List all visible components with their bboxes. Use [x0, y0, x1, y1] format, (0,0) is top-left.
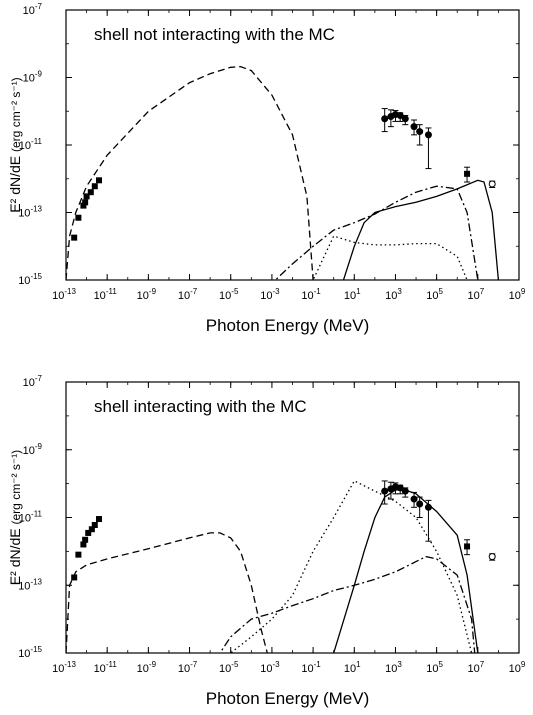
- x-axis-label: Photon Energy (MeV): [206, 689, 369, 708]
- data-point-circle: [381, 487, 389, 495]
- x-tick-label: 10-1: [301, 287, 321, 302]
- data-point-square: [95, 516, 102, 523]
- data-point-open-circle: [488, 180, 496, 188]
- chart-panel-2: 10-13 10-11 10-9 10-7 10-5 10-3 10-1 101 103 105 1…: [7, 374, 526, 708]
- x-tick-label: 10-3: [260, 287, 280, 302]
- y-tick-label: 10-7: [23, 374, 43, 389]
- data-point-circle: [416, 500, 424, 508]
- data-point-square: [83, 193, 90, 200]
- panel-title: shell not interacting with the MC: [94, 25, 335, 44]
- x-tick-label: 107: [467, 660, 484, 675]
- x-tick-label: 10-1: [301, 660, 321, 675]
- data-point-circle: [410, 123, 418, 131]
- x-tick-label: 107: [467, 287, 484, 302]
- data-point-square: [80, 202, 87, 209]
- x-tick-label: 10-3: [260, 660, 280, 675]
- series-dashed-curve: [66, 65, 314, 280]
- x-tick-label: 10-13: [52, 660, 76, 675]
- series-dashed-curve: [66, 532, 268, 653]
- x-tick-label: 103: [385, 660, 402, 675]
- data-point-square: [85, 529, 92, 536]
- data-point-open-circle: [488, 553, 496, 561]
- data-point-square: [80, 541, 87, 548]
- series-dashdot-curve: [219, 555, 476, 653]
- x-tick-label: 105: [426, 287, 443, 302]
- x-tick-label: 10-5: [219, 287, 239, 302]
- data-point-square: [82, 199, 89, 206]
- series-dotted-curve: [229, 480, 473, 653]
- data-point-circle: [424, 503, 432, 511]
- data-point-square: [91, 522, 98, 529]
- y-tick-label: 10-15: [18, 645, 42, 660]
- x-tick-label: 109: [509, 287, 526, 302]
- y-tick-label: 10-15: [18, 272, 42, 287]
- x-tick-label: 10-9: [137, 660, 157, 675]
- y-tick-label: 10-7: [23, 2, 43, 17]
- plot-frame: [65, 9, 520, 281]
- data-point-circle: [416, 128, 424, 136]
- y-tick-label: 10-13: [18, 205, 42, 220]
- x-tick-label: 10-5: [219, 660, 239, 675]
- data-point-square: [75, 551, 82, 558]
- x-tick-label: 10-11: [94, 287, 118, 302]
- data-point-square: [91, 183, 98, 190]
- data-point-square: [464, 543, 471, 550]
- chart-panel-1: 10-13 10-11 10-9 10-7 10-5 10-3 10-1 101 103 105 1…: [7, 2, 526, 335]
- y-tick-label: 10-9: [23, 442, 43, 457]
- x-tick-label: 101: [344, 660, 361, 675]
- x-tick-label: 10-7: [178, 660, 198, 675]
- y-tick-label: 10-11: [19, 137, 43, 152]
- data-point-circle: [396, 111, 404, 119]
- data-point-square: [87, 189, 94, 196]
- y-tick-label: 10-9: [23, 70, 43, 85]
- series-dashdot-curve: [274, 185, 479, 280]
- series-dotted-curve: [312, 235, 468, 280]
- data-point-square: [71, 234, 78, 241]
- x-tick-label: 101: [344, 287, 361, 302]
- data-point-circle: [401, 115, 409, 123]
- data-point-circle: [424, 131, 432, 139]
- plot-frame: [65, 381, 520, 654]
- data-point-circle: [381, 115, 389, 123]
- data-point-square: [82, 536, 89, 543]
- data-point-square: [95, 177, 102, 184]
- panel-title: shell interacting with the MC: [94, 397, 307, 416]
- x-tick-label: 109: [509, 660, 526, 675]
- x-axis-label: Photon Energy (MeV): [206, 316, 369, 335]
- data-point-square: [88, 526, 95, 533]
- data-point-circle: [401, 487, 409, 495]
- y-axis-label: E² dN/dE (erg cm⁻² s⁻¹): [7, 77, 23, 212]
- y-axis-label: E² dN/dE (erg cm⁻² s⁻¹): [7, 450, 23, 585]
- data-point-circle: [396, 484, 404, 492]
- x-tick-label: 10-7: [178, 287, 198, 302]
- data-point-square: [464, 170, 471, 177]
- x-tick-label: 103: [385, 287, 402, 302]
- x-tick-label: 10-11: [94, 660, 118, 675]
- data-point-square: [71, 574, 78, 581]
- data-point-square: [75, 214, 82, 221]
- y-tick-label: 10-13: [18, 577, 42, 592]
- y-tick-label: 10-11: [19, 510, 43, 525]
- data-point-circle: [410, 495, 418, 503]
- x-tick-label: 10-13: [52, 287, 76, 302]
- series-solid-curve: [342, 179, 500, 280]
- x-tick-label: 105: [426, 660, 443, 675]
- x-tick-label: 10-9: [137, 287, 157, 302]
